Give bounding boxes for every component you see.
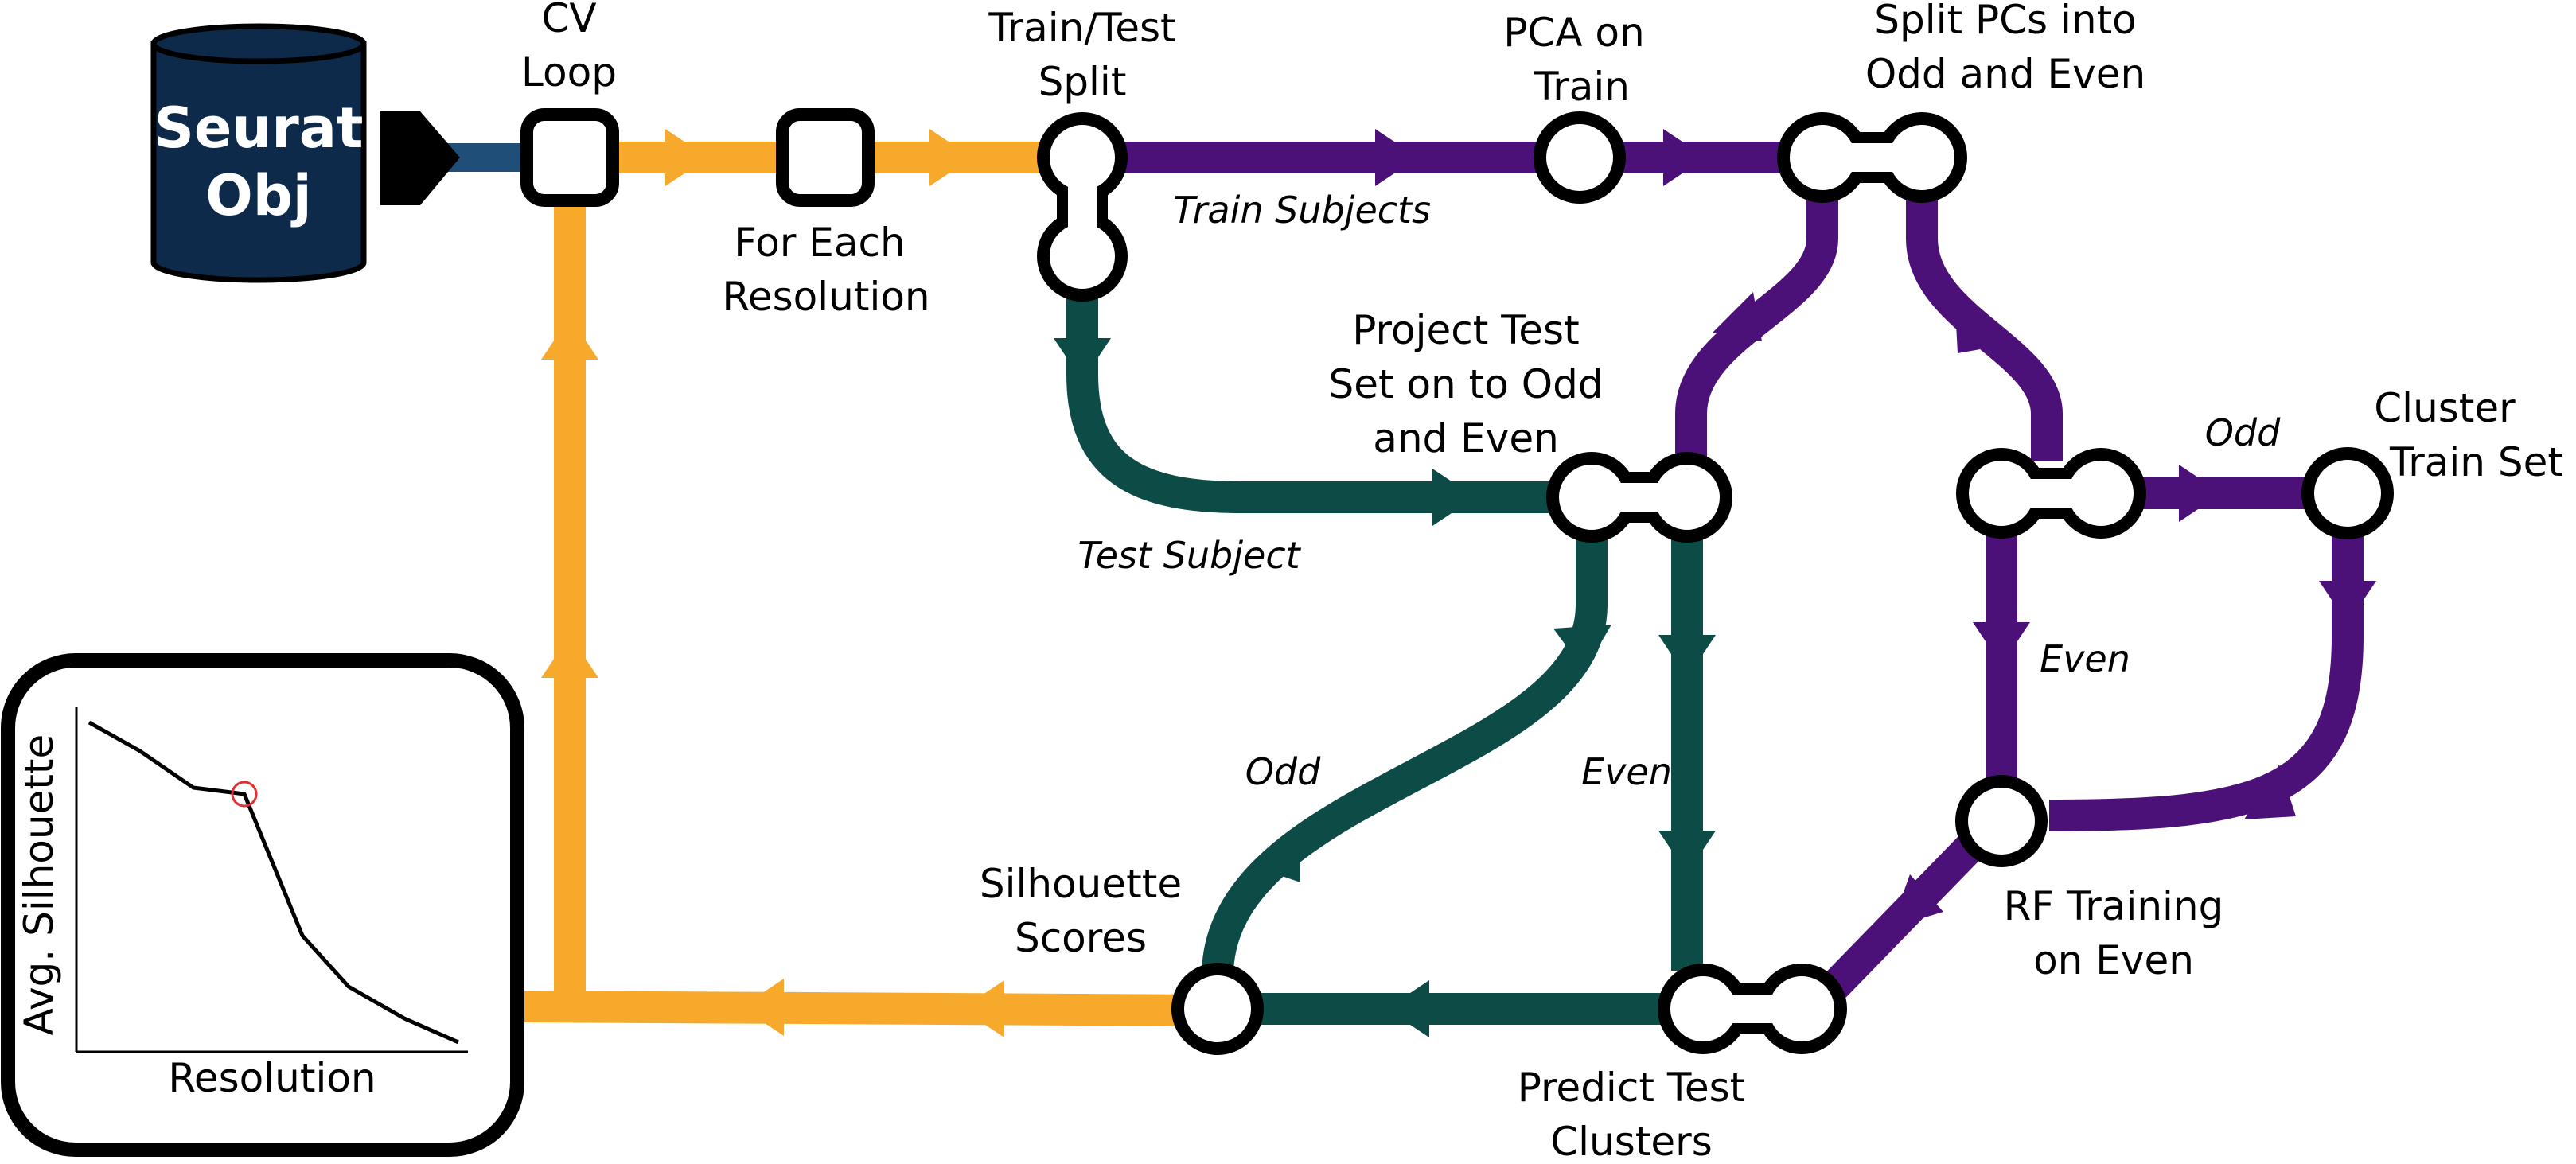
plot-x-label: Resolution bbox=[168, 1055, 376, 1101]
arrow-teal-odd-2 bbox=[1252, 827, 1300, 882]
for-each-station bbox=[776, 108, 875, 207]
split-pcs-label-2: Odd and Even bbox=[1865, 51, 2145, 97]
rf-training-station bbox=[1955, 775, 2048, 867]
cluster-train-label-1: Cluster bbox=[2374, 385, 2516, 431]
project-test-station bbox=[1546, 452, 1732, 543]
database-top bbox=[150, 23, 367, 64]
track-orange-return bbox=[523, 991, 1218, 1026]
predict-test-label-1: Predict Test bbox=[1518, 1065, 1746, 1111]
cluster-train-station bbox=[2301, 447, 2394, 539]
even-right-label: Even bbox=[2040, 637, 2130, 680]
arrow-teal-even-2 bbox=[1658, 831, 1716, 874]
arrow-purple-left-curve bbox=[1713, 292, 1762, 341]
for-each-label-2: Resolution bbox=[722, 274, 929, 320]
direction-arrows bbox=[541, 129, 2376, 1037]
arrow-purple-odd bbox=[2179, 465, 2222, 522]
split-pcs-station bbox=[1777, 112, 1967, 203]
project-test-label-3: and Even bbox=[1373, 415, 1559, 461]
for-each-label-1: For Each bbox=[734, 220, 905, 266]
stations bbox=[520, 108, 2394, 1055]
split-odd-even-station bbox=[1956, 448, 2146, 539]
plot-selected-marker bbox=[231, 781, 258, 808]
pca-station bbox=[1534, 111, 1626, 204]
plot-curve bbox=[88, 720, 460, 1045]
arrow-teal-down bbox=[1054, 338, 1111, 381]
arrow-purple-even bbox=[1973, 622, 2030, 665]
plot-y-label: Avg. Silhouette bbox=[16, 734, 62, 1036]
train-test-split-station bbox=[1037, 112, 1128, 302]
rf-training-label-1: RF Training bbox=[2004, 883, 2224, 929]
cv-loop-station bbox=[520, 108, 619, 207]
pca-label-1: PCA on bbox=[1503, 10, 1644, 56]
pca-label-2: Train bbox=[1534, 64, 1630, 110]
silhouette-plot: Avg. Silhouette Resolution bbox=[1, 653, 524, 1157]
silhouette-label-1: Silhouette bbox=[980, 861, 1182, 907]
arrow-orange-left-1 bbox=[961, 980, 1004, 1037]
predict-test-label-2: Clusters bbox=[1550, 1119, 1713, 1160]
track-teal-test bbox=[1066, 296, 1560, 513]
odd-top-label: Odd bbox=[2205, 411, 2281, 454]
arrow-purple-2 bbox=[1663, 129, 1706, 186]
database-label-line1: Seurat bbox=[154, 95, 364, 161]
arrow-orange-up-2 bbox=[541, 635, 598, 678]
arrow-orange-up-1 bbox=[541, 317, 598, 360]
arrow-teal-even-1 bbox=[1658, 635, 1716, 678]
arrow-teal-left bbox=[1386, 980, 1429, 1037]
cluster-train-label-2: Train Set bbox=[2389, 439, 2563, 485]
arrow-orange-2 bbox=[929, 129, 972, 186]
arrow-purple-rf bbox=[1891, 874, 1943, 928]
arrow-purple-right-curve bbox=[1954, 296, 2012, 353]
arrow-purple-cluster-down bbox=[2319, 581, 2376, 624]
station-labels: CV Loop For Each Resolution Train/Test S… bbox=[521, 0, 2563, 1164]
plot-frame bbox=[1, 653, 524, 1157]
database-output-arrow bbox=[380, 111, 460, 205]
arrow-orange-left-2 bbox=[741, 979, 784, 1036]
train-subjects-label: Train Subjects bbox=[1173, 189, 1431, 232]
rf-training-label-2: on Even bbox=[2033, 937, 2194, 983]
predict-test-station bbox=[1658, 964, 1847, 1054]
edge-labels: Train Subjects Test Subject Odd Even Odd… bbox=[1078, 189, 2281, 793]
arrow-teal-odd-1 bbox=[1553, 625, 1611, 671]
arrow-purple-cluster-in bbox=[2244, 765, 2296, 819]
project-test-label-2: Set on to Odd bbox=[1328, 361, 1603, 407]
arrow-purple-1 bbox=[1375, 129, 1418, 186]
database-body bbox=[150, 41, 367, 283]
database-label-line2: Obj bbox=[205, 163, 312, 228]
silhouette-label-2: Scores bbox=[1015, 915, 1147, 961]
even-mid-label: Even bbox=[1581, 750, 1672, 793]
seurat-database: Seurat Obj bbox=[150, 23, 460, 283]
test-subject-label: Test Subject bbox=[1078, 534, 1301, 577]
cv-loop-label-2: Loop bbox=[521, 49, 617, 95]
arrow-teal-right bbox=[1432, 469, 1475, 526]
odd-mid-label: Odd bbox=[1245, 750, 1321, 793]
train-test-label-1: Train/Test bbox=[988, 5, 1175, 51]
silhouette-station bbox=[1171, 963, 1264, 1055]
project-test-label-1: Project Test bbox=[1352, 307, 1579, 353]
cv-loop-label-1: CV bbox=[541, 0, 596, 41]
split-pcs-label-1: Split PCs into bbox=[1874, 0, 2137, 43]
arrow-orange-1 bbox=[665, 129, 708, 186]
train-test-label-2: Split bbox=[1039, 59, 1127, 105]
